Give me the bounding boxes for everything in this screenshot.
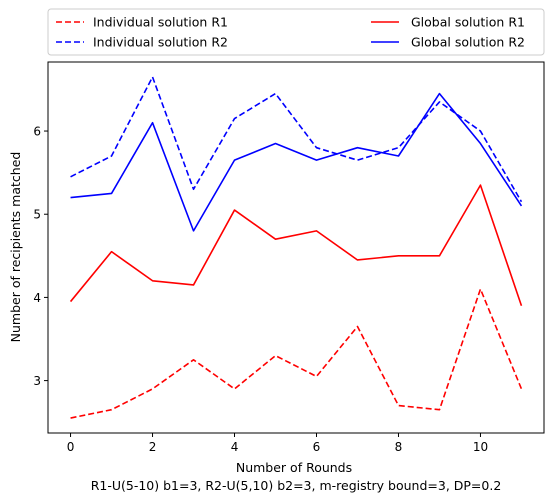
series-line-4: [70, 92, 523, 232]
legend-frame: [47, 8, 545, 56]
legend-label: Individual solution R1: [93, 15, 228, 30]
y-tick-label: 5: [33, 208, 41, 222]
y-tick-label: 4: [33, 291, 41, 305]
legend-entry-global-r2: Global solution R2: [371, 35, 525, 50]
x-tick-label: 8: [395, 440, 403, 454]
x-axis-label: Number of Rounds: [236, 460, 352, 475]
y-axis-label: Number of recipients matched: [8, 152, 23, 343]
x-tick-label: 0: [67, 440, 75, 454]
legend-label: Global solution R1: [411, 15, 525, 30]
plot-frame: [47, 61, 545, 434]
series-line-3: [69, 184, 523, 306]
legend-entry-individual-r2: Individual solution R2: [56, 35, 228, 50]
y-tick-label: 3: [33, 374, 41, 388]
x-tick-label: 10: [473, 440, 488, 454]
legend-label: Global solution R2: [411, 35, 525, 50]
legend-label: Individual solution R2: [93, 35, 228, 50]
series-line-2: [70, 76, 523, 203]
series-line-1: [70, 288, 523, 419]
x-tick-label: 2: [149, 440, 157, 454]
y-axis-ticks: 3 4 5 6: [33, 125, 48, 388]
y-tick-label: 6: [33, 125, 41, 139]
x-tick-label: 4: [231, 440, 239, 454]
x-tick-label: 6: [313, 440, 321, 454]
legend-entry-individual-r1: Individual solution R1: [56, 15, 228, 30]
legend: Individual solution R1 Individual soluti…: [47, 8, 545, 56]
series-layer: [69, 76, 523, 419]
x-axis-ticks: 0 2 4 6 8 10: [67, 433, 488, 454]
legend-entry-global-r1: Global solution R1: [371, 15, 525, 30]
chart-subtitle: R1-U(5-10) b1=3, R2-U(5,10) b2=3, m-regi…: [91, 478, 502, 493]
